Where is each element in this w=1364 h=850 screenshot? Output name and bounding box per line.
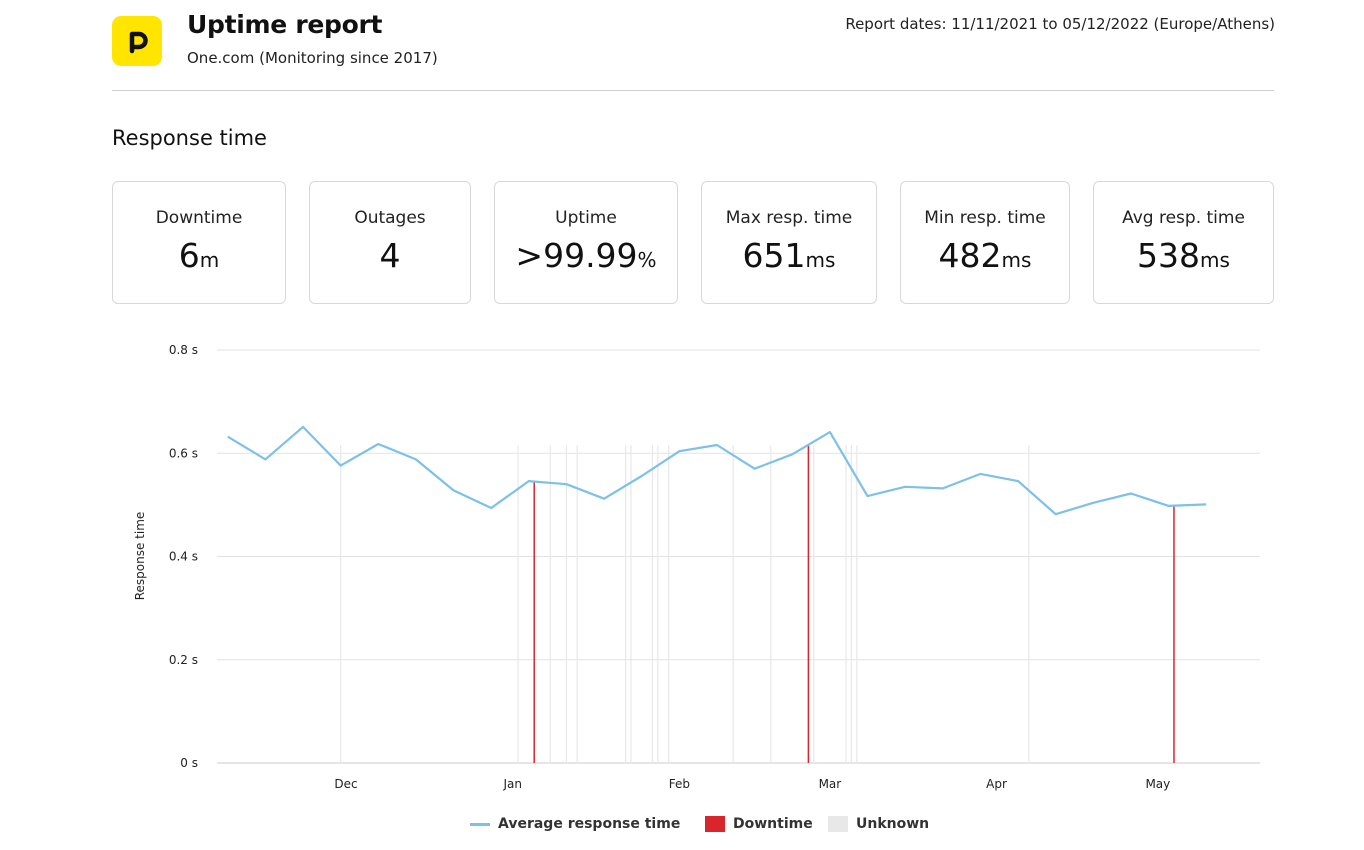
report-dates: Report dates: 11/11/2021 to 05/12/2022 (… xyxy=(845,15,1275,33)
stat-card-max-resp: Max resp. time 651ms xyxy=(701,181,877,304)
stat-label: Max resp. time xyxy=(725,208,853,228)
stat-card-uptime: Uptime >99.99% xyxy=(494,181,678,304)
y-axis-title: Response time xyxy=(133,512,147,601)
unknown-swatch-icon xyxy=(828,816,848,832)
x-tick-label: Mar xyxy=(819,777,842,791)
stat-value: 538ms xyxy=(1137,236,1230,275)
x-tick-label: Dec xyxy=(334,777,357,791)
page-subtitle: One.com (Monitoring since 2017) xyxy=(187,49,438,67)
legend-item-downtime[interactable]: Downtime xyxy=(705,816,813,832)
y-tick-label: 0.6 s xyxy=(169,446,198,460)
y-tick-label: 0.4 s xyxy=(169,550,198,564)
stat-label: Downtime xyxy=(155,208,243,228)
header-divider xyxy=(112,90,1274,91)
stat-value: >99.99% xyxy=(515,236,657,275)
legend-item-average[interactable]: Average response time xyxy=(470,816,680,832)
section-title: Response time xyxy=(112,126,267,150)
app-logo xyxy=(112,16,162,66)
average-response-line xyxy=(227,425,1207,516)
x-tick-label: Apr xyxy=(986,777,1007,791)
y-tick-label: 0 s xyxy=(180,756,198,770)
y-tick-label: 0.2 s xyxy=(169,653,198,667)
stat-value: 651ms xyxy=(742,236,836,275)
x-tick-label: Feb xyxy=(669,777,690,791)
legend-item-unknown[interactable]: Unknown xyxy=(828,816,929,832)
stat-label: Uptime xyxy=(555,208,617,228)
stat-label: Min resp. time xyxy=(924,208,1046,228)
stat-card-downtime: Downtime 6m xyxy=(112,181,286,304)
stat-label: Outages xyxy=(354,208,426,228)
stat-card-avg-resp: Avg resp. time 538ms xyxy=(1093,181,1274,304)
stat-card-outages: Outages 4 xyxy=(309,181,471,304)
stat-value: 6m xyxy=(178,236,220,275)
stat-value: 4 xyxy=(379,236,401,275)
x-tick-label: May xyxy=(1145,777,1170,791)
line-swatch-icon xyxy=(470,822,490,826)
stat-label: Avg resp. time xyxy=(1122,208,1245,228)
y-tick-label: 0.8 s xyxy=(169,343,198,357)
x-tick-label: Jan xyxy=(502,777,522,791)
stat-value: 482ms xyxy=(938,236,1032,275)
chart-legend: Average response time Downtime Unknown xyxy=(0,816,1364,836)
page-title: Uptime report xyxy=(187,10,383,39)
p-logo-icon xyxy=(129,31,148,54)
stat-card-min-resp: Min resp. time 482ms xyxy=(900,181,1070,304)
downtime-swatch-icon xyxy=(705,816,725,832)
